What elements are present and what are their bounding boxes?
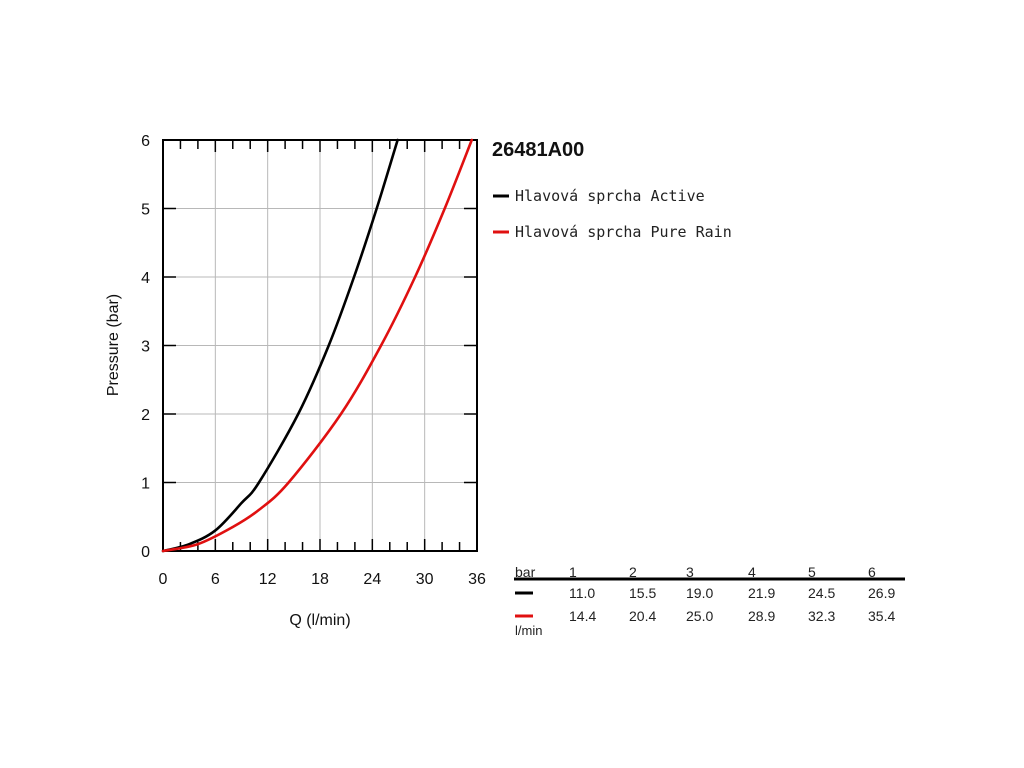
x-tick-label: 24 [363,571,381,588]
y-tick-label: 0 [141,544,150,561]
table-cell-active: 19.0 [686,585,713,601]
table-header-pressure: 2 [629,564,637,580]
x-tick-label: 36 [468,571,486,588]
table-header-pressure: 6 [868,564,876,580]
table-cell-pure-rain: 28.9 [748,608,775,624]
table-cell-pure-rain: 35.4 [868,608,895,624]
series-line-pure-rain [161,138,474,553]
x-tick-label: 0 [159,571,168,588]
table-cell-pure-rain: 14.4 [569,608,596,624]
table-cell-active: 24.5 [808,585,835,601]
y-tick-label: 6 [141,133,150,150]
legend: Hlavová sprcha Active Hlavová sprcha Pur… [493,187,732,241]
legend-label-active: Hlavová sprcha Active [515,187,705,205]
table-cell-active: 21.9 [748,585,775,601]
series-line-active [161,138,399,553]
y-tick-label: 2 [141,407,150,424]
y-tick-label: 4 [141,270,150,287]
table-cell-pure-rain: 32.3 [808,608,835,624]
plot-frame [162,139,478,552]
y-tick-label: 5 [141,202,150,219]
y-axis-title: Pressure (bar) [105,294,122,396]
table-header-pressure: 1 [569,564,577,580]
table-cells: 1 2 3 4 5 6 11.0 15.5 19.0 21.9 24.5 26.9 14.4 20.4 25… [569,564,895,624]
table-cell-active: 11.0 [569,585,595,601]
table-header-bar: bar [515,564,536,580]
table-header-pressure: 4 [748,564,756,580]
x-tick-label: 18 [311,571,329,588]
y-tick-label: 1 [141,476,150,493]
table-header-pressure: 5 [808,564,816,580]
x-tick-label: 12 [259,571,277,588]
table-cell-pure-rain: 25.0 [686,608,713,624]
legend-label-pure-rain: Hlavová sprcha Pure Rain [515,223,732,241]
table-cell-active: 15.5 [629,585,656,601]
x-axis-title: Q (l/min) [289,612,350,629]
series-lines [161,138,474,553]
x-tick-label: 6 [211,571,220,588]
flow-table: bar l/min 1 2 3 4 5 6 11.0 15.5 19.0 21.9 24.5 26.9… [514,564,905,638]
table-header-pressure: 3 [686,564,694,580]
table-cell-pure-rain: 20.4 [629,608,656,624]
table-unit-label: l/min [515,623,542,638]
grid-lines [163,140,477,551]
chart-title: 26481A00 [492,139,584,161]
x-tick-label: 30 [416,571,434,588]
y-tick-label: 3 [141,339,150,356]
table-cell-active: 26.9 [868,585,895,601]
